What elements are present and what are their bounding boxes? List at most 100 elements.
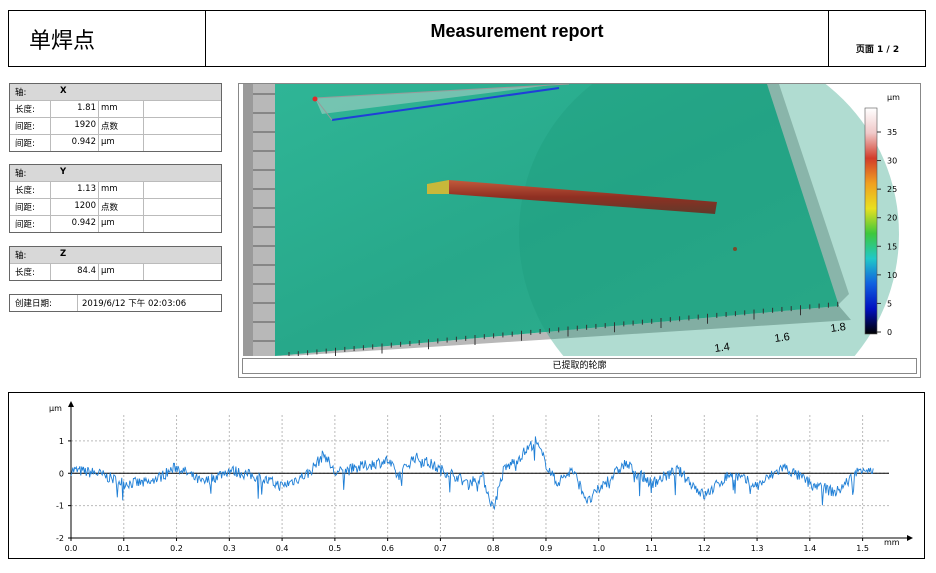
table-row: 长度: 1.13 mm xyxy=(10,181,221,198)
axis-key: 轴: xyxy=(15,251,27,261)
x-tick-label: 0.1 xyxy=(117,544,130,553)
table-row: 长度: 84.4 µm xyxy=(10,263,221,280)
x-tick-label: 1.0 xyxy=(592,544,605,553)
y-tick-labels: 1 0 -1 -2 xyxy=(56,437,71,543)
surface-3d-panel: 1.4 1.6 1.8 µm 35 30 25 20 15 10 5 0 已提取的轮廓 xyxy=(238,83,921,378)
row-key: 间距: xyxy=(15,203,35,213)
row-unit: µm xyxy=(101,137,115,147)
surface-shadow xyxy=(519,84,899,356)
surface-spot xyxy=(733,247,737,251)
colorbar-tick-label: 30 xyxy=(887,157,897,166)
bottom-axis-ticks xyxy=(253,93,839,356)
axis-name: X xyxy=(60,86,67,96)
row-value: 1920 xyxy=(74,120,96,130)
row-unit: µm xyxy=(101,218,115,228)
y-tick-label: 0 xyxy=(59,469,64,478)
report-header: 单焊点 Measurement report 页面 1 / 2 xyxy=(8,10,926,67)
row-key: 长度: xyxy=(15,105,35,115)
profile-line xyxy=(331,87,560,121)
extracted-profile-caption: 已提取的轮廓 xyxy=(242,358,917,374)
axis-x-table: 轴: X 长度: 1.81 mm 间距: 1920 点数 间距: 0.942 µ… xyxy=(9,83,222,152)
row-unit: 点数 xyxy=(101,122,119,132)
table-row: 间距: 0.942 µm xyxy=(10,215,221,232)
x-tick-label: 0.6 xyxy=(381,544,394,553)
page-number: 页面 1 / 2 xyxy=(855,45,900,55)
axis-z-header: 轴: Z xyxy=(10,247,221,263)
axis-y-table: 轴: Y 长度: 1.13 mm 间距: 1200 点数 间距: 0.942 µ… xyxy=(9,164,222,233)
colorbar-unit: µm xyxy=(887,93,900,102)
surface xyxy=(275,84,839,356)
x-tick-label: 0.3 xyxy=(223,544,236,553)
colorbar-tick-label: 5 xyxy=(887,299,892,308)
row-value: 1.13 xyxy=(77,184,96,194)
y-tick-label: -2 xyxy=(56,534,64,543)
profile-start-marker xyxy=(312,96,318,102)
date-value: 2019/6/12 下午 02:03:06 xyxy=(82,299,187,309)
weld-bead-tip xyxy=(427,180,449,194)
row-unit: mm xyxy=(101,103,118,113)
x-tick-label: 1.1 xyxy=(645,544,658,553)
x-tick-label: 1.2 xyxy=(698,544,711,553)
profile-plane xyxy=(315,84,569,114)
y-tick-label: -1 xyxy=(56,502,64,511)
weld-bead xyxy=(429,180,717,214)
table-row: 长度: 1.81 mm xyxy=(10,100,221,117)
date-key: 创建日期: xyxy=(15,299,52,309)
colorbar-tick-label: 0 xyxy=(887,328,892,337)
axis-x-header: 轴: X xyxy=(10,84,221,100)
colorbar-tick-label: 15 xyxy=(887,242,897,251)
row-value: 1.81 xyxy=(77,103,96,113)
tick-label: 1.6 xyxy=(774,331,791,345)
x-tick-label: 1.4 xyxy=(803,544,816,553)
table-row: 创建日期: 2019/6/12 下午 02:03:06 xyxy=(10,295,221,311)
row-key: 间距: xyxy=(15,220,35,230)
tick-label: 1.8 xyxy=(830,321,847,335)
y-axis-arrow xyxy=(68,401,74,407)
x-tick-label: 0.0 xyxy=(65,544,78,553)
colorbar-ticks: 35 30 25 20 15 10 5 0 xyxy=(877,128,897,337)
row-key: 长度: xyxy=(15,186,35,196)
colorbar-tick-label: 25 xyxy=(887,185,897,194)
row-value: 0.942 xyxy=(71,137,96,147)
row-unit: µm xyxy=(101,266,115,276)
profile-chart: 0.0 0.1 0.2 0.3 0.4 0.5 0.6 0.7 0.8 0.9 1.0 1.1 1.2 1… xyxy=(49,401,913,553)
table-row: 间距: 0.942 µm xyxy=(10,134,221,151)
table-row: 间距: 1200 点数 xyxy=(10,198,221,215)
colorbar xyxy=(864,107,878,335)
colorbar-tick-label: 20 xyxy=(887,214,897,223)
surface-3d-view: 1.4 1.6 1.8 µm 35 30 25 20 15 10 5 0 xyxy=(243,84,900,356)
x-tick-label: 0.5 xyxy=(329,544,342,553)
x-tick-label: 1.5 xyxy=(856,544,869,553)
profile-chart-panel: 0.0 0.1 0.2 0.3 0.4 0.5 0.6 0.7 0.8 0.9 1.0 1.1 1.2 1… xyxy=(8,392,925,559)
axis-key: 轴: xyxy=(15,169,27,179)
tick-label: 1.4 xyxy=(714,341,731,355)
x-tick-label: 1.3 xyxy=(751,544,764,553)
axis-z-table: 轴: Z 长度: 84.4 µm xyxy=(9,246,222,281)
x-tick-label: 0.2 xyxy=(170,544,183,553)
page-cell: 页面 1 / 2 xyxy=(828,11,925,66)
colorbar-tick-label: 35 xyxy=(887,128,897,137)
x-tick-label: 0.7 xyxy=(434,544,447,553)
x-tick-label: 0.8 xyxy=(487,544,500,553)
x-axis-label: mm xyxy=(884,538,900,547)
title-cell: 单焊点 xyxy=(9,11,206,66)
y-axis-label: µm xyxy=(49,404,62,413)
row-key: 间距: xyxy=(15,139,35,149)
x-tick-label: 0.9 xyxy=(540,544,553,553)
report-title: Measurement report xyxy=(430,21,604,41)
row-value: 1200 xyxy=(74,201,96,211)
axis-name: Y xyxy=(60,167,67,177)
row-unit: mm xyxy=(101,184,118,194)
doc-title: 单焊点 xyxy=(29,29,96,54)
x-tick-label: 0.4 xyxy=(276,544,289,553)
row-unit: 点数 xyxy=(101,203,119,213)
y-tick-label: 1 xyxy=(59,437,64,446)
row-value: 0.942 xyxy=(71,218,96,228)
axis-y-header: 轴: Y xyxy=(10,165,221,181)
axis-name: Z xyxy=(60,249,67,259)
x-axis-arrow xyxy=(907,535,913,541)
axis-key: 轴: xyxy=(15,88,27,98)
chart-axes xyxy=(68,401,913,541)
row-key: 长度: xyxy=(15,268,35,278)
colorbar-tick-label: 10 xyxy=(887,271,897,280)
